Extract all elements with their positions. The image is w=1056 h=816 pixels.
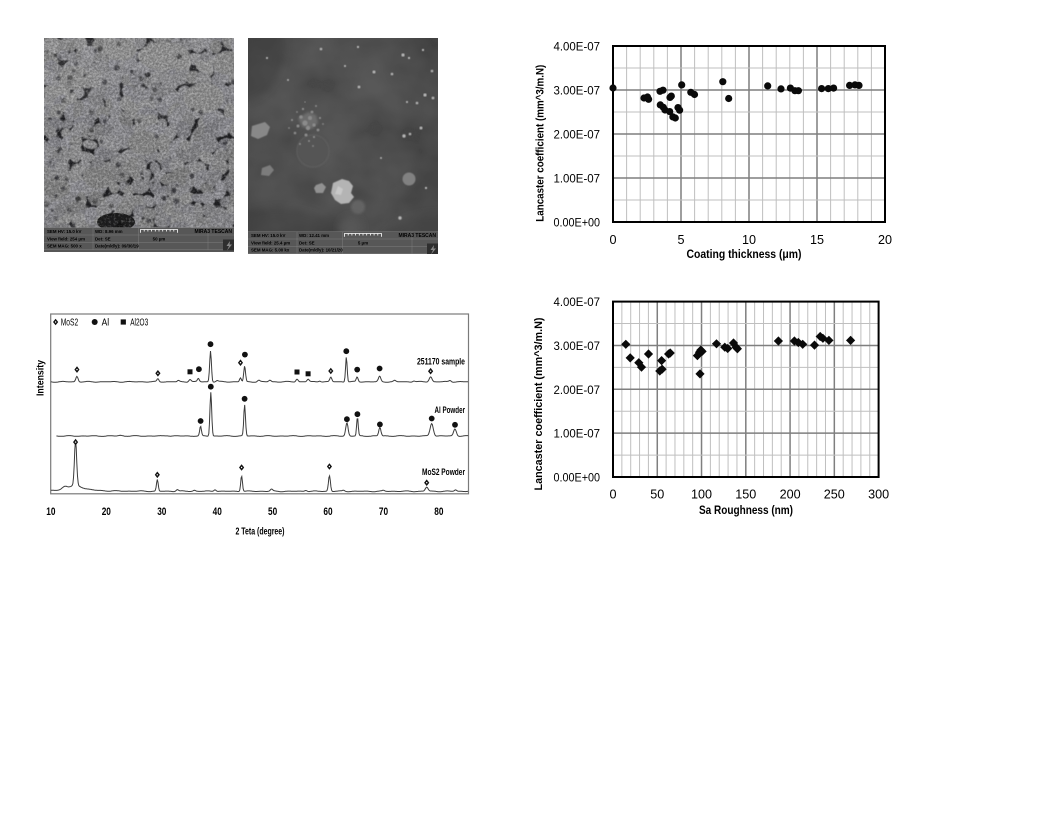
svg-text:Lancaster coefficient (mm^3/m.: Lancaster coefficient (mm^3/m.N) [533,318,545,491]
svg-text:10: 10 [46,506,55,518]
svg-text:100: 100 [691,488,712,502]
svg-text:50 μm: 50 μm [153,236,166,241]
svg-text:Coating thickness (μm): Coating thickness (μm) [687,247,802,261]
svg-text:5 μm: 5 μm [358,240,368,245]
svg-text:SEM HV: 15.0 kV: SEM HV: 15.0 kV [47,229,81,234]
svg-text:SEM HV: 15.0 kV: SEM HV: 15.0 kV [251,233,285,238]
svg-text:20: 20 [102,506,111,518]
svg-text:1.00E-07: 1.00E-07 [554,427,601,441]
svg-text:5: 5 [677,233,684,247]
svg-text:Date(m/d/y): 09/30/19: Date(m/d/y): 09/30/19 [95,244,139,249]
svg-text:2 Teta (degree): 2 Teta (degree) [236,527,285,538]
svg-text:2.00E-07: 2.00E-07 [554,128,601,142]
svg-text:30: 30 [157,506,166,518]
svg-text:250: 250 [824,488,845,502]
svg-text:70: 70 [379,506,388,518]
svg-text:251170 sample: 251170 sample [417,357,465,368]
svg-text:0.00E+00: 0.00E+00 [554,216,601,230]
svg-text:40: 40 [213,506,222,518]
svg-text:2.00E-07: 2.00E-07 [554,383,601,397]
svg-text:150: 150 [735,488,756,502]
svg-text:MIRA3 TESCAN: MIRA3 TESCAN [398,233,436,239]
svg-text:200: 200 [780,488,801,502]
svg-text:Lancaster coefficient (mm^3/m.: Lancaster coefficient (mm^3/m.N) [535,65,547,222]
svg-text:SEM MAG: 5.00 kx: SEM MAG: 5.00 kx [251,248,290,253]
svg-text:60: 60 [323,506,332,518]
svg-text:Date(m/d/y): 10/21/20: Date(m/d/y): 10/21/20 [299,248,343,253]
svg-text:MoS2 Powder: MoS2 Powder [422,467,465,478]
svg-text:SEM MAG: 500 x: SEM MAG: 500 x [47,244,82,249]
svg-text:Al2O3: Al2O3 [130,318,148,329]
svg-text:Al: Al [102,318,110,329]
svg-text:Det: SE: Det: SE [299,240,315,245]
svg-text:4.00E-07: 4.00E-07 [554,295,601,309]
svg-text:300: 300 [868,488,889,502]
svg-text:3.00E-07: 3.00E-07 [554,339,601,353]
svg-text:Sa Roughness (nm): Sa Roughness (nm) [699,503,793,517]
svg-text:WD: 8.96 mm: WD: 8.96 mm [95,229,123,234]
svg-text:0: 0 [609,488,616,502]
svg-text:Al Powder: Al Powder [435,405,466,416]
svg-text:10: 10 [742,233,756,247]
svg-text:MoS2: MoS2 [61,318,79,329]
svg-text:3.00E-07: 3.00E-07 [554,84,601,98]
svg-text:50: 50 [650,488,664,502]
svg-text:View field: 25.4 μm: View field: 25.4 μm [251,240,290,245]
svg-text:MIRA3 TESCAN: MIRA3 TESCAN [194,229,232,235]
svg-text:4.00E-07: 4.00E-07 [554,40,601,54]
svg-text:View field: 254 μm: View field: 254 μm [47,236,85,241]
svg-text:20: 20 [878,233,892,247]
svg-text:0: 0 [609,233,616,247]
svg-text:WD: 12.41 mm: WD: 12.41 mm [299,233,329,238]
svg-text:15: 15 [810,233,824,247]
svg-text:Det: SE: Det: SE [95,236,111,241]
svg-text:1.00E-07: 1.00E-07 [554,172,601,186]
svg-text:50: 50 [268,506,277,518]
svg-text:0.00E+00: 0.00E+00 [554,471,601,485]
svg-text:80: 80 [434,506,443,518]
svg-text:Intensity: Intensity [36,360,47,396]
